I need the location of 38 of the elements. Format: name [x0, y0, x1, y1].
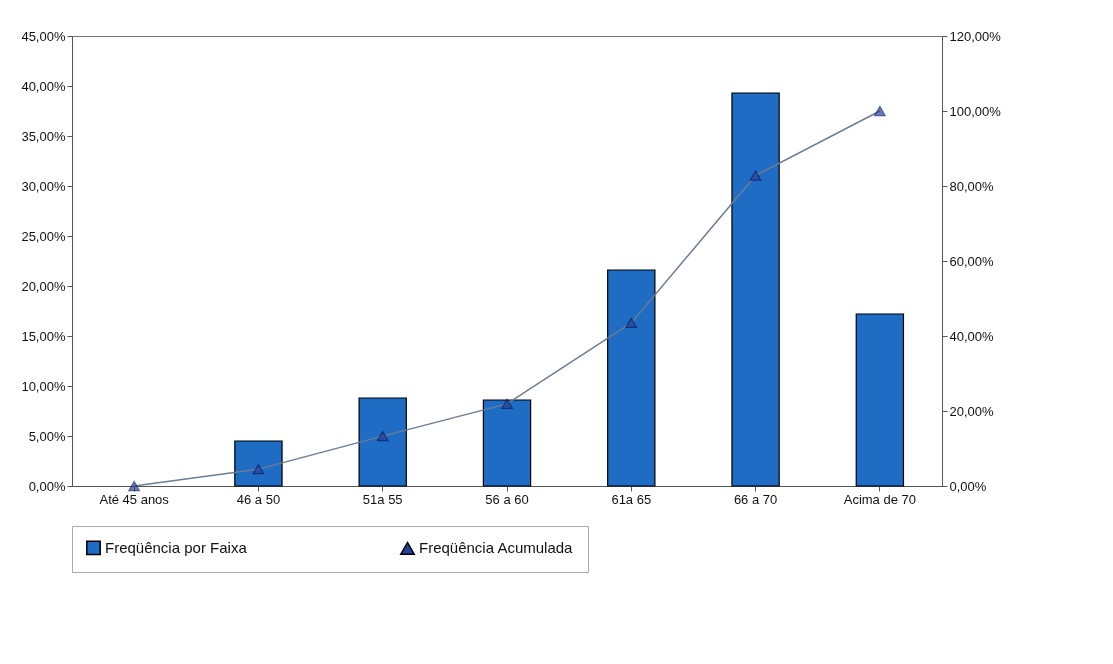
point: [874, 105, 886, 117]
y-tick-label: 35,00%: [21, 128, 66, 144]
y2-tick-label: 20,00%: [949, 403, 995, 419]
bar: [731, 92, 780, 487]
y-tick-label: 25,00%: [21, 228, 66, 244]
y-tick-label: 10,00%: [21, 378, 66, 394]
x-tick-label: 66 a 70: [733, 491, 778, 507]
bar: [358, 397, 407, 487]
y-tick-label: 0,00%: [28, 478, 66, 494]
point: [128, 480, 140, 492]
bar: [607, 269, 656, 487]
y-tick-label: 30,00%: [21, 178, 66, 194]
x-tick-label: 46 a 50: [236, 491, 281, 507]
x-tick-label: Acima de 70: [843, 491, 916, 507]
y2-tick-label: 120,00%: [949, 28, 1002, 44]
point: [501, 398, 513, 410]
bar: [482, 399, 532, 487]
point: [625, 317, 638, 329]
y2-tick-label: 80,00%: [949, 178, 995, 194]
y-tick-label: 40,00%: [21, 78, 66, 94]
y2-tick-label: 0,00%: [949, 478, 987, 494]
x-tick-label: 56 a 60: [485, 491, 529, 507]
x-tick-label: 61a 65: [611, 491, 652, 507]
y-tick-label: 15,00%: [21, 328, 66, 344]
legend-label: Freqüência Acumulada: [419, 539, 574, 557]
y-tick-label: 5,00%: [28, 428, 66, 444]
y2-tick-label: 40,00%: [949, 328, 995, 344]
y-tick-label: 20,00%: [21, 278, 66, 294]
point: [749, 170, 762, 181]
y-tick-label: 45,00%: [21, 28, 66, 44]
y2-tick-label: 100,00%: [949, 103, 1002, 119]
bar: [855, 313, 905, 487]
y2-tick-label: 60,00%: [949, 253, 995, 269]
x-tick-label: 51a 55: [362, 491, 403, 507]
point: [376, 430, 389, 442]
bar: [234, 440, 283, 487]
x-tick-label: Até 45 anos: [99, 491, 170, 507]
legend-label: Freqüência por Faixa: [105, 538, 248, 556]
